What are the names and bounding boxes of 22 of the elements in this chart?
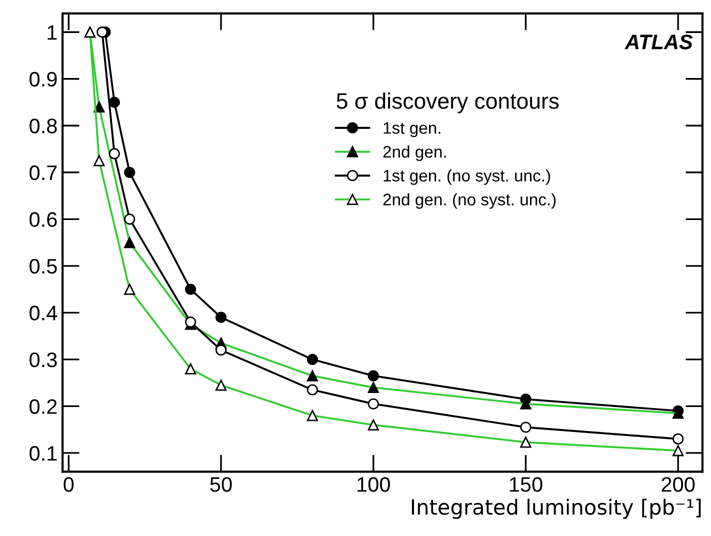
x-tick-label: 100 xyxy=(358,477,390,492)
x-tick-label: 150 xyxy=(510,477,542,492)
y-tick-label: 0.1 xyxy=(30,446,57,461)
x-axis-title: Integrated luminosity [pb⁻¹] xyxy=(412,498,701,519)
annotation: ATLAS xyxy=(624,34,693,50)
y-tick-label: 0.2 xyxy=(30,399,57,414)
legend-title: 5 σ discovery contours xyxy=(336,92,559,114)
y-tick-label: 0.8 xyxy=(30,118,57,134)
y-tick-label: 0.5 xyxy=(30,258,57,274)
legend-label: 1st gen. (no syst. unc.) xyxy=(384,169,550,185)
legend-label: 2nd gen. xyxy=(383,145,446,162)
y-tick-label: 0.6 xyxy=(30,212,57,227)
y-tick-label: 0.3 xyxy=(30,352,57,368)
x-tick-label: 200 xyxy=(662,477,695,492)
y-tick-label: 1 xyxy=(48,25,57,40)
y-tick-label: 0.4 xyxy=(30,306,58,320)
y-tick-label: 0.9 xyxy=(30,72,57,87)
x-tick-label: 50 xyxy=(210,477,232,492)
legend-label: 2nd gen. (no syst. unc.) xyxy=(383,193,556,209)
y-tick-label: 0.7 xyxy=(30,165,57,180)
legend-label: 1st gen. xyxy=(384,122,440,138)
x-tick-label: 0 xyxy=(64,477,74,492)
